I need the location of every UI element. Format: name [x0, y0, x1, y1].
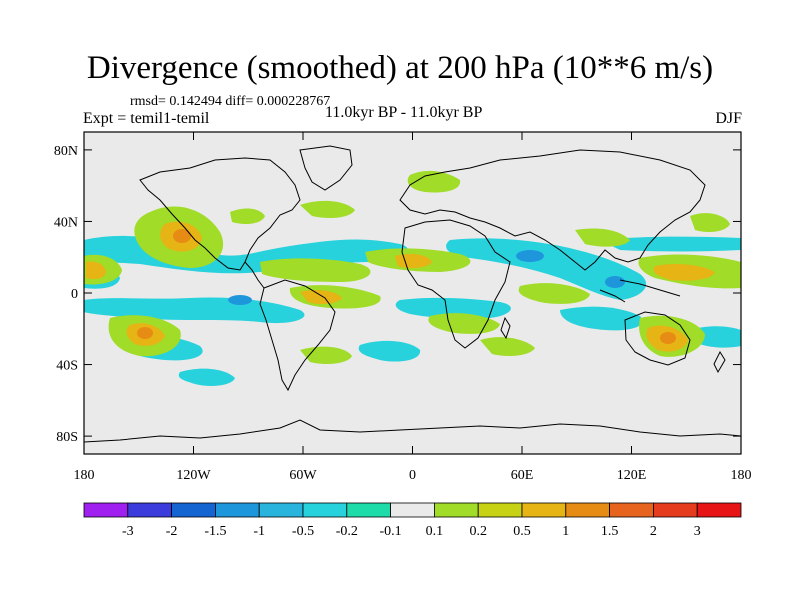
colorbar-swatch	[346, 502, 391, 518]
experiment-label: Expt = temil1-temil	[83, 110, 210, 127]
colorbar-swatch	[390, 502, 435, 518]
lon-tick-label: 60E	[511, 468, 534, 483]
colorbar-label: -3	[122, 524, 134, 539]
lon-tick-label: 0	[409, 468, 416, 483]
lat-tick-label: 40S	[56, 359, 78, 374]
colorbar-label: -1	[253, 524, 265, 539]
colorbar-swatch	[302, 502, 348, 518]
lat-tick-label: 80N	[54, 144, 78, 159]
colorbar-label: 2	[650, 524, 657, 539]
colorbar-label: 1	[562, 524, 569, 539]
colorbar-label: 1.5	[601, 524, 619, 539]
colorbar-label: 0.2	[469, 524, 487, 539]
colorbar-swatch	[565, 502, 610, 518]
colorbar-label: -0.1	[380, 524, 402, 539]
strong-negative-patches	[228, 250, 625, 305]
divergence-field	[84, 145, 741, 443]
lat-tick-label: 80S	[56, 430, 78, 445]
colorbar-label: 0.1	[426, 524, 444, 539]
colorbar-label: -1.5	[204, 524, 226, 539]
colorbar-swatch	[477, 502, 523, 518]
coastlines	[84, 145, 741, 443]
stats-text: rmsd= 0.142494 diff= 0.000228767	[130, 94, 331, 109]
colorbar-swatch	[214, 502, 260, 518]
colorbar-label: -0.5	[292, 524, 314, 539]
peak-patches	[137, 229, 676, 344]
colorbar-label: 0.5	[513, 524, 531, 539]
lat-tick-label: 40N	[54, 215, 78, 230]
colorbar-swatch	[127, 502, 173, 518]
colorbar: -3 -2 -1.5 -1 -0.5 -0.2 -0.1 0.1 0.2 0.5 1 1.5 2 3	[83, 502, 742, 539]
period-label: 11.0kyr BP - 11.0kyr BP	[325, 104, 483, 121]
lon-tick-label: 180	[731, 468, 752, 483]
latitude-axis: 80N 40N 0 40S 80S	[54, 144, 741, 445]
colorbar-label: 3	[694, 524, 701, 539]
colorbar-swatch	[258, 502, 304, 518]
season-label: DJF	[715, 110, 742, 127]
colorbar-swatch	[609, 502, 654, 518]
lon-tick-label: 180	[74, 468, 95, 483]
lon-tick-label: 120W	[176, 468, 211, 483]
lon-tick-label: 60W	[289, 468, 317, 483]
colorbar-label: -2	[166, 524, 178, 539]
plot-title: Divergence (smoothed) at 200 hPa (10**6 …	[86, 50, 714, 86]
colorbar-label: -0.2	[336, 524, 358, 539]
colorbar-swatch	[696, 502, 742, 518]
colorbar-swatch	[83, 502, 129, 518]
colorbar-swatch	[653, 502, 698, 518]
lon-tick-label: 120E	[617, 468, 647, 483]
colorbar-swatch	[433, 502, 479, 518]
lat-tick-label: 0	[71, 287, 78, 302]
colorbar-swatch	[171, 502, 216, 518]
longitude-axis: 180 120W 60W 0 60E 120E 180	[74, 132, 752, 483]
colorbar-swatch	[521, 502, 567, 518]
